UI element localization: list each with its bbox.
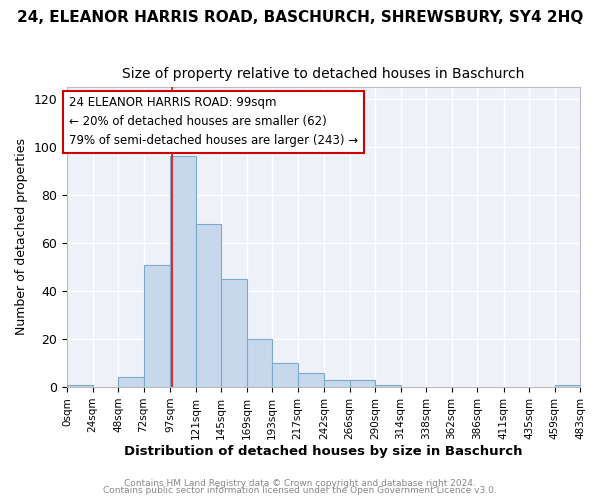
Bar	[67, 384, 92, 387]
Bar	[350, 380, 375, 387]
Y-axis label: Number of detached properties: Number of detached properties	[15, 138, 28, 336]
Bar	[375, 384, 401, 387]
Bar	[118, 378, 143, 387]
Title: Size of property relative to detached houses in Baschurch: Size of property relative to detached ho…	[122, 68, 525, 82]
Text: Contains public sector information licensed under the Open Government Licence v3: Contains public sector information licen…	[103, 486, 497, 495]
Bar	[554, 384, 580, 387]
Bar	[247, 339, 272, 387]
X-axis label: Distribution of detached houses by size in Baschurch: Distribution of detached houses by size …	[124, 444, 523, 458]
Bar	[221, 279, 247, 387]
Bar	[170, 156, 196, 387]
Text: 24, ELEANOR HARRIS ROAD, BASCHURCH, SHREWSBURY, SY4 2HQ: 24, ELEANOR HARRIS ROAD, BASCHURCH, SHRE…	[17, 10, 583, 25]
Text: 24 ELEANOR HARRIS ROAD: 99sqm
← 20% of detached houses are smaller (62)
79% of s: 24 ELEANOR HARRIS ROAD: 99sqm ← 20% of d…	[69, 96, 358, 148]
Bar	[143, 264, 170, 387]
Bar	[272, 363, 298, 387]
Bar	[324, 380, 350, 387]
Text: Contains HM Land Registry data © Crown copyright and database right 2024.: Contains HM Land Registry data © Crown c…	[124, 478, 476, 488]
Bar	[298, 372, 324, 387]
Bar	[196, 224, 221, 387]
